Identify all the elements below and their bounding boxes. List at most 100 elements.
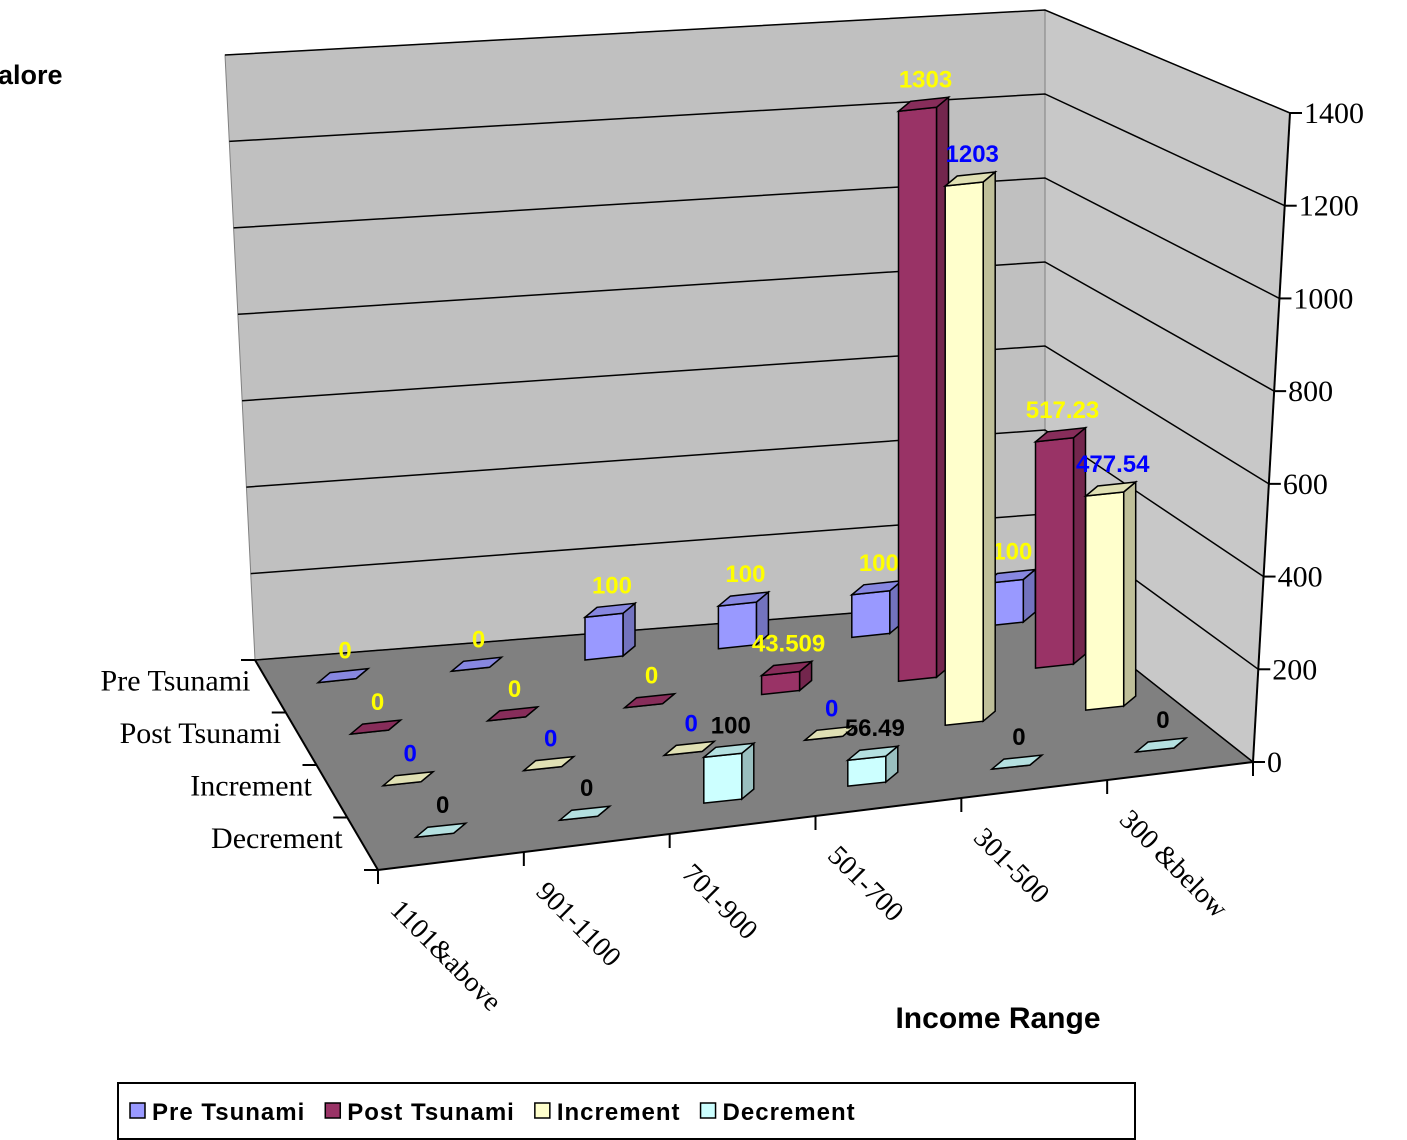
- series-axis-label: Post Tsunami: [120, 717, 282, 750]
- bar-top: [845, 745, 901, 762]
- x-tick-label: 501-700: [821, 840, 909, 928]
- bar-top: [896, 96, 951, 113]
- data-label: 0: [580, 775, 593, 802]
- x-tick-label: 1101&above: [384, 894, 507, 1017]
- bar-front: [717, 601, 758, 650]
- y-tick-label: 1400: [1304, 97, 1364, 130]
- series-axis-label: Pre Tsunami: [101, 664, 251, 697]
- bar-top: [989, 754, 1045, 771]
- data-label: 517.23: [1026, 397, 1099, 424]
- bar-front: [703, 752, 743, 804]
- legend-label: Increment: [557, 1099, 681, 1126]
- series-axis-label: Decrement: [211, 822, 343, 855]
- grid-line: [237, 261, 1275, 392]
- y-tick-label: 1200: [1299, 190, 1359, 223]
- bar: [759, 659, 814, 696]
- bar: [701, 741, 757, 804]
- data-label: 1303: [899, 66, 952, 93]
- y-tick-label: 0: [1267, 746, 1282, 779]
- data-label: 0: [508, 676, 521, 703]
- data-label: 1203: [946, 141, 999, 168]
- grid-line: [246, 429, 1265, 578]
- y-tick-label: 400: [1278, 561, 1323, 594]
- data-label: 0: [338, 638, 351, 665]
- bar: [557, 805, 613, 822]
- y-tick-label: 200: [1272, 653, 1317, 686]
- bar: [622, 692, 677, 709]
- data-label: 0: [1156, 707, 1169, 734]
- x-tick-label: 300 &below: [1113, 804, 1234, 925]
- data-label: 0: [1012, 724, 1025, 751]
- data-label: 100: [859, 550, 899, 577]
- bar: [582, 601, 638, 661]
- bar-top: [661, 740, 717, 757]
- grid-line: [229, 93, 1286, 207]
- data-label: 0: [825, 695, 838, 722]
- bar-top: [380, 770, 436, 787]
- bar-top: [557, 805, 613, 822]
- bar-front: [847, 755, 887, 787]
- bar: [315, 667, 371, 684]
- bar-front: [944, 181, 984, 727]
- bar-side: [982, 170, 996, 723]
- chart-title: alore: [0, 60, 63, 90]
- bar-top: [716, 591, 771, 608]
- legend-label: Post Tsunami: [347, 1099, 515, 1126]
- bar-top: [485, 705, 540, 722]
- data-label: 477.54: [1076, 451, 1150, 478]
- data-label: 100: [592, 572, 632, 599]
- x-axis-title: Income Range: [895, 1002, 1100, 1035]
- data-label: 56.49: [845, 715, 905, 742]
- y-tick-label: 1000: [1293, 282, 1353, 315]
- legend-swatch: [324, 1102, 342, 1119]
- bar-top: [622, 692, 677, 709]
- bar: [1033, 426, 1088, 669]
- bar-top: [1083, 480, 1139, 498]
- bar: [449, 656, 504, 673]
- legend-swatch: [699, 1102, 717, 1119]
- bar-top: [315, 667, 371, 684]
- bar-front: [584, 612, 624, 661]
- legend-box: [117, 1082, 1136, 1140]
- data-label: 0: [371, 689, 384, 716]
- data-label: 0: [472, 626, 485, 653]
- grid-line: [233, 177, 1280, 300]
- bar: [413, 822, 469, 839]
- legend-swatch: [534, 1102, 551, 1119]
- bar: [942, 170, 998, 727]
- data-label: 0: [403, 741, 416, 768]
- data-label: 0: [544, 726, 557, 753]
- bar: [380, 770, 436, 787]
- bar: [485, 705, 540, 722]
- bar-top: [413, 822, 469, 839]
- bar-top: [521, 755, 577, 772]
- grid-line: [224, 9, 1291, 114]
- bar-top: [802, 725, 858, 742]
- bar-front: [1084, 491, 1125, 711]
- bar-top: [449, 656, 504, 673]
- y-axis: [1252, 112, 1291, 763]
- x-tick-label: 701-900: [676, 858, 764, 946]
- data-label: 0: [436, 792, 449, 819]
- data-label: 100: [725, 561, 765, 588]
- data-label: 43.509: [752, 630, 825, 657]
- data-label: 100: [992, 538, 1032, 565]
- bar-top: [1133, 736, 1189, 754]
- legend-label: Decrement: [723, 1099, 856, 1126]
- data-label: 0: [684, 710, 697, 737]
- bar-top: [1033, 426, 1088, 443]
- bar: [849, 579, 905, 639]
- series-axis-label: Increment: [190, 769, 312, 802]
- legend-swatch: [129, 1102, 146, 1119]
- bar-side: [1122, 480, 1137, 708]
- bar-front: [1034, 436, 1075, 669]
- data-label: 100: [711, 712, 751, 739]
- bar: [521, 755, 577, 772]
- bar-top: [348, 719, 403, 736]
- bar: [802, 725, 858, 742]
- bar: [845, 744, 901, 787]
- bar: [661, 740, 717, 757]
- x-tick-label: 901-1100: [530, 876, 627, 973]
- bar: [989, 754, 1045, 771]
- bar-front: [851, 589, 891, 639]
